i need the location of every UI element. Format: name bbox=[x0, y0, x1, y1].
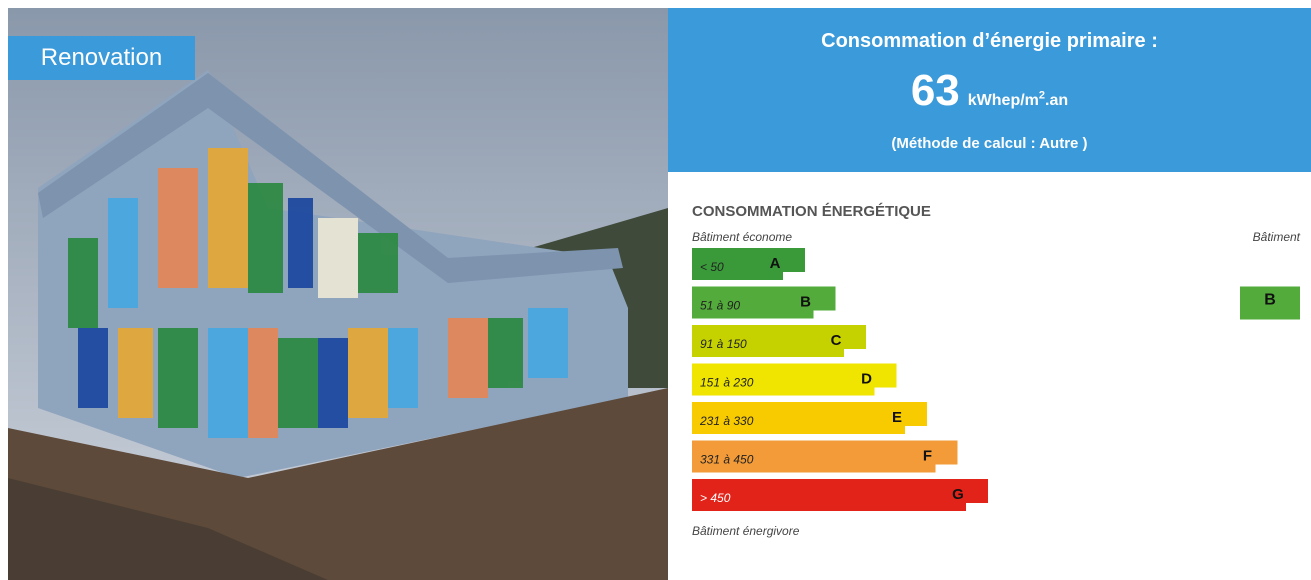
energy-unit: kWhep/m2.an bbox=[968, 92, 1068, 109]
header-title: Consommation d’énergie primaire : bbox=[668, 30, 1311, 53]
class-letter: A bbox=[770, 255, 781, 272]
class-letter: B bbox=[800, 293, 811, 310]
class-range: 231 à 330 bbox=[699, 414, 754, 428]
value-line: 63 kWhep/m2.an bbox=[668, 66, 1311, 116]
current-class-letter: B bbox=[1264, 292, 1276, 309]
class-range: 331 à 450 bbox=[700, 453, 754, 467]
page: Renovation Consommation d’énergie primai… bbox=[0, 0, 1311, 580]
unit-end: .an bbox=[1045, 92, 1068, 109]
class-range: 151 à 230 bbox=[700, 376, 754, 390]
class-range: < 50 bbox=[700, 260, 724, 274]
class-letter: F bbox=[923, 447, 932, 464]
class-range: > 450 bbox=[700, 491, 731, 505]
class-letter: E bbox=[892, 409, 902, 426]
class-range: 51 à 90 bbox=[700, 299, 740, 313]
photo-label: Renovation bbox=[8, 36, 195, 80]
class-letter: C bbox=[831, 332, 842, 349]
class-letter: D bbox=[861, 370, 872, 387]
energy-scale: < 50 A 51 à 90 B 91 à 150 C 151 à 230 D 231 à 33… bbox=[680, 240, 1311, 530]
label-title: CONSOMMATION ÉNERGÉTIQUE bbox=[692, 203, 931, 220]
class-tab bbox=[692, 479, 988, 503]
class-letter: G bbox=[952, 486, 964, 503]
method: (Méthode de calcul : Autre ) bbox=[668, 135, 1311, 152]
class-range: 91 à 150 bbox=[700, 337, 747, 351]
header: Consommation d’énergie primaire : 63 kWhe… bbox=[668, 8, 1311, 172]
building-photo bbox=[8, 8, 668, 580]
energy-value: 63 bbox=[911, 66, 960, 115]
unit: kWhep/m bbox=[968, 92, 1039, 109]
